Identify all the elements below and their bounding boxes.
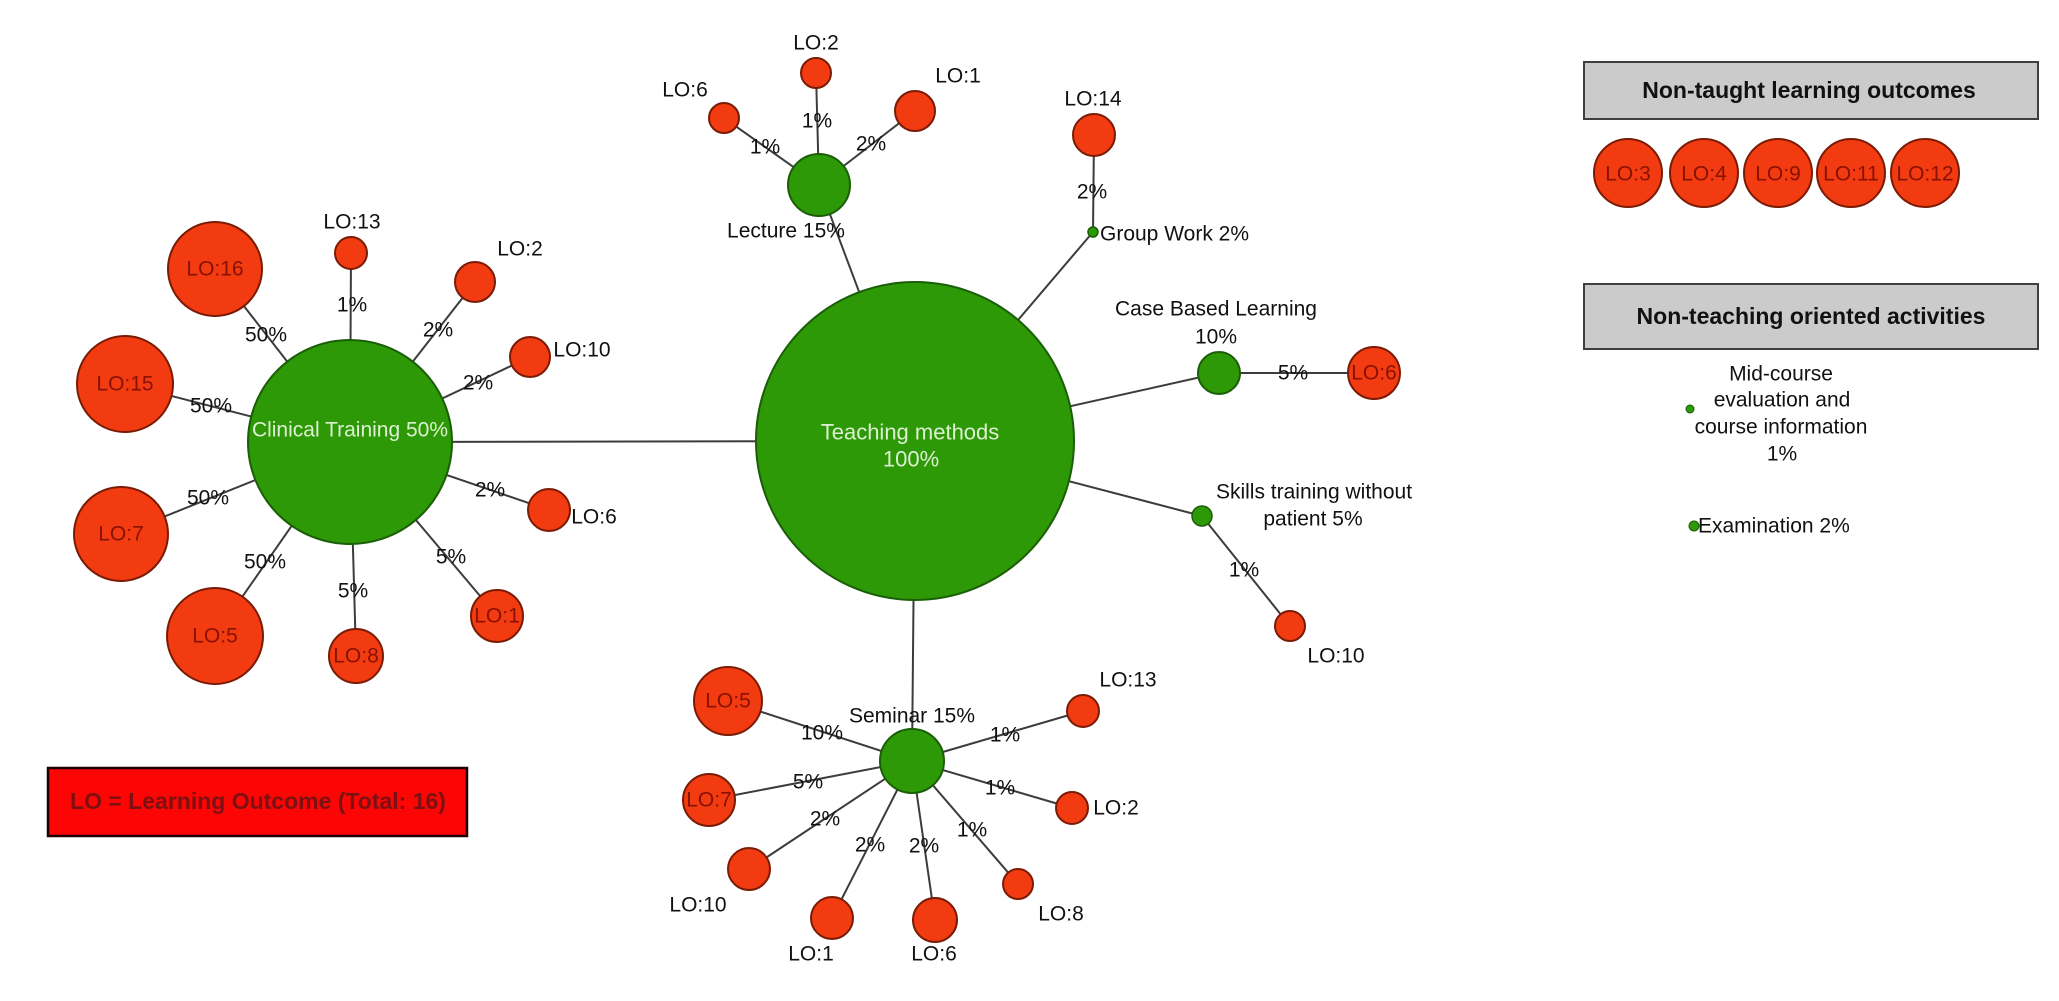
svg-text:1%: 1% [957,819,987,842]
svg-text:LO:8: LO:8 [333,645,379,668]
svg-text:Lecture 15%: Lecture 15% [727,220,845,243]
svg-text:LO:7: LO:7 [686,789,732,812]
svg-text:50%: 50% [244,551,286,574]
svg-text:LO:1: LO:1 [935,65,981,88]
svg-text:2%: 2% [1077,181,1107,204]
svg-text:Non-taught learning outcomes: Non-taught learning outcomes [1642,77,1976,103]
svg-text:2%: 2% [855,834,885,857]
svg-text:5%: 5% [1278,362,1308,385]
svg-text:1%: 1% [802,110,832,133]
svg-text:LO:1: LO:1 [788,943,834,966]
svg-text:LO:13: LO:13 [1099,669,1156,692]
svg-text:LO:12: LO:12 [1896,163,1953,186]
svg-text:LO:10: LO:10 [1307,645,1364,668]
svg-text:LO:5: LO:5 [192,625,238,648]
svg-text:5%: 5% [338,580,368,603]
svg-text:Mid-course: Mid-course [1729,363,1833,386]
svg-text:LO:10: LO:10 [553,339,610,362]
svg-text:1%: 1% [990,724,1020,747]
svg-text:2%: 2% [423,319,453,342]
svg-text:5%: 5% [436,546,466,569]
svg-text:Case Based Learning: Case Based Learning [1115,298,1317,321]
svg-text:2%: 2% [475,479,505,502]
svg-text:LO:3: LO:3 [1605,163,1651,186]
svg-text:2%: 2% [909,835,939,858]
svg-text:LO:1: LO:1 [474,605,520,628]
svg-text:LO:8: LO:8 [1038,903,1084,926]
svg-text:2%: 2% [856,133,886,156]
svg-text:LO:15: LO:15 [96,373,153,396]
svg-text:1%: 1% [1229,559,1259,582]
svg-text:LO:7: LO:7 [98,523,144,546]
svg-text:50%: 50% [190,395,232,418]
svg-text:Seminar 15%: Seminar 15% [849,705,975,728]
svg-text:LO:6: LO:6 [662,79,708,102]
svg-text:LO:9: LO:9 [1755,163,1801,186]
svg-text:50%: 50% [245,324,287,347]
svg-text:LO:6: LO:6 [911,943,957,966]
svg-text:1%: 1% [337,294,367,317]
svg-text:LO:5: LO:5 [705,690,751,713]
svg-text:patient 5%: patient 5% [1263,508,1362,531]
svg-text:50%: 50% [187,487,229,510]
svg-text:Examination 2%: Examination 2% [1698,515,1850,538]
svg-text:LO:2: LO:2 [497,238,543,261]
svg-text:Clinical Training 50%: Clinical Training 50% [252,419,448,442]
svg-text:LO:11: LO:11 [1823,163,1879,186]
svg-text:1%: 1% [985,777,1015,800]
svg-text:LO:6: LO:6 [571,506,617,529]
svg-text:10%: 10% [1195,326,1237,349]
svg-text:LO:13: LO:13 [323,211,380,234]
svg-text:LO:6: LO:6 [1351,362,1397,385]
svg-text:5%: 5% [793,771,823,794]
svg-text:Group Work 2%: Group Work 2% [1100,223,1249,246]
svg-text:Non-teaching oriented activiti: Non-teaching oriented activities [1637,303,1986,329]
svg-text:LO:16: LO:16 [186,258,243,281]
svg-text:LO:4: LO:4 [1681,163,1727,186]
svg-text:evaluation and: evaluation and [1714,389,1851,412]
svg-text:LO:2: LO:2 [793,32,839,55]
svg-text:1%: 1% [750,136,780,159]
svg-text:1%: 1% [1767,443,1797,466]
svg-text:LO = Learning Outcome (Total:: LO = Learning Outcome (Total: 16) [70,788,446,814]
svg-text:2%: 2% [463,372,493,395]
svg-text:100%: 100% [883,447,939,472]
svg-text:course information: course information [1695,416,1868,439]
svg-text:LO:14: LO:14 [1064,88,1122,111]
svg-text:2%: 2% [810,808,840,831]
svg-text:10%: 10% [801,722,843,745]
svg-text:Skills training without: Skills training without [1216,481,1412,504]
svg-text:LO:2: LO:2 [1093,797,1139,820]
svg-text:Teaching methods: Teaching methods [821,420,1000,445]
svg-text:LO:10: LO:10 [669,894,726,917]
